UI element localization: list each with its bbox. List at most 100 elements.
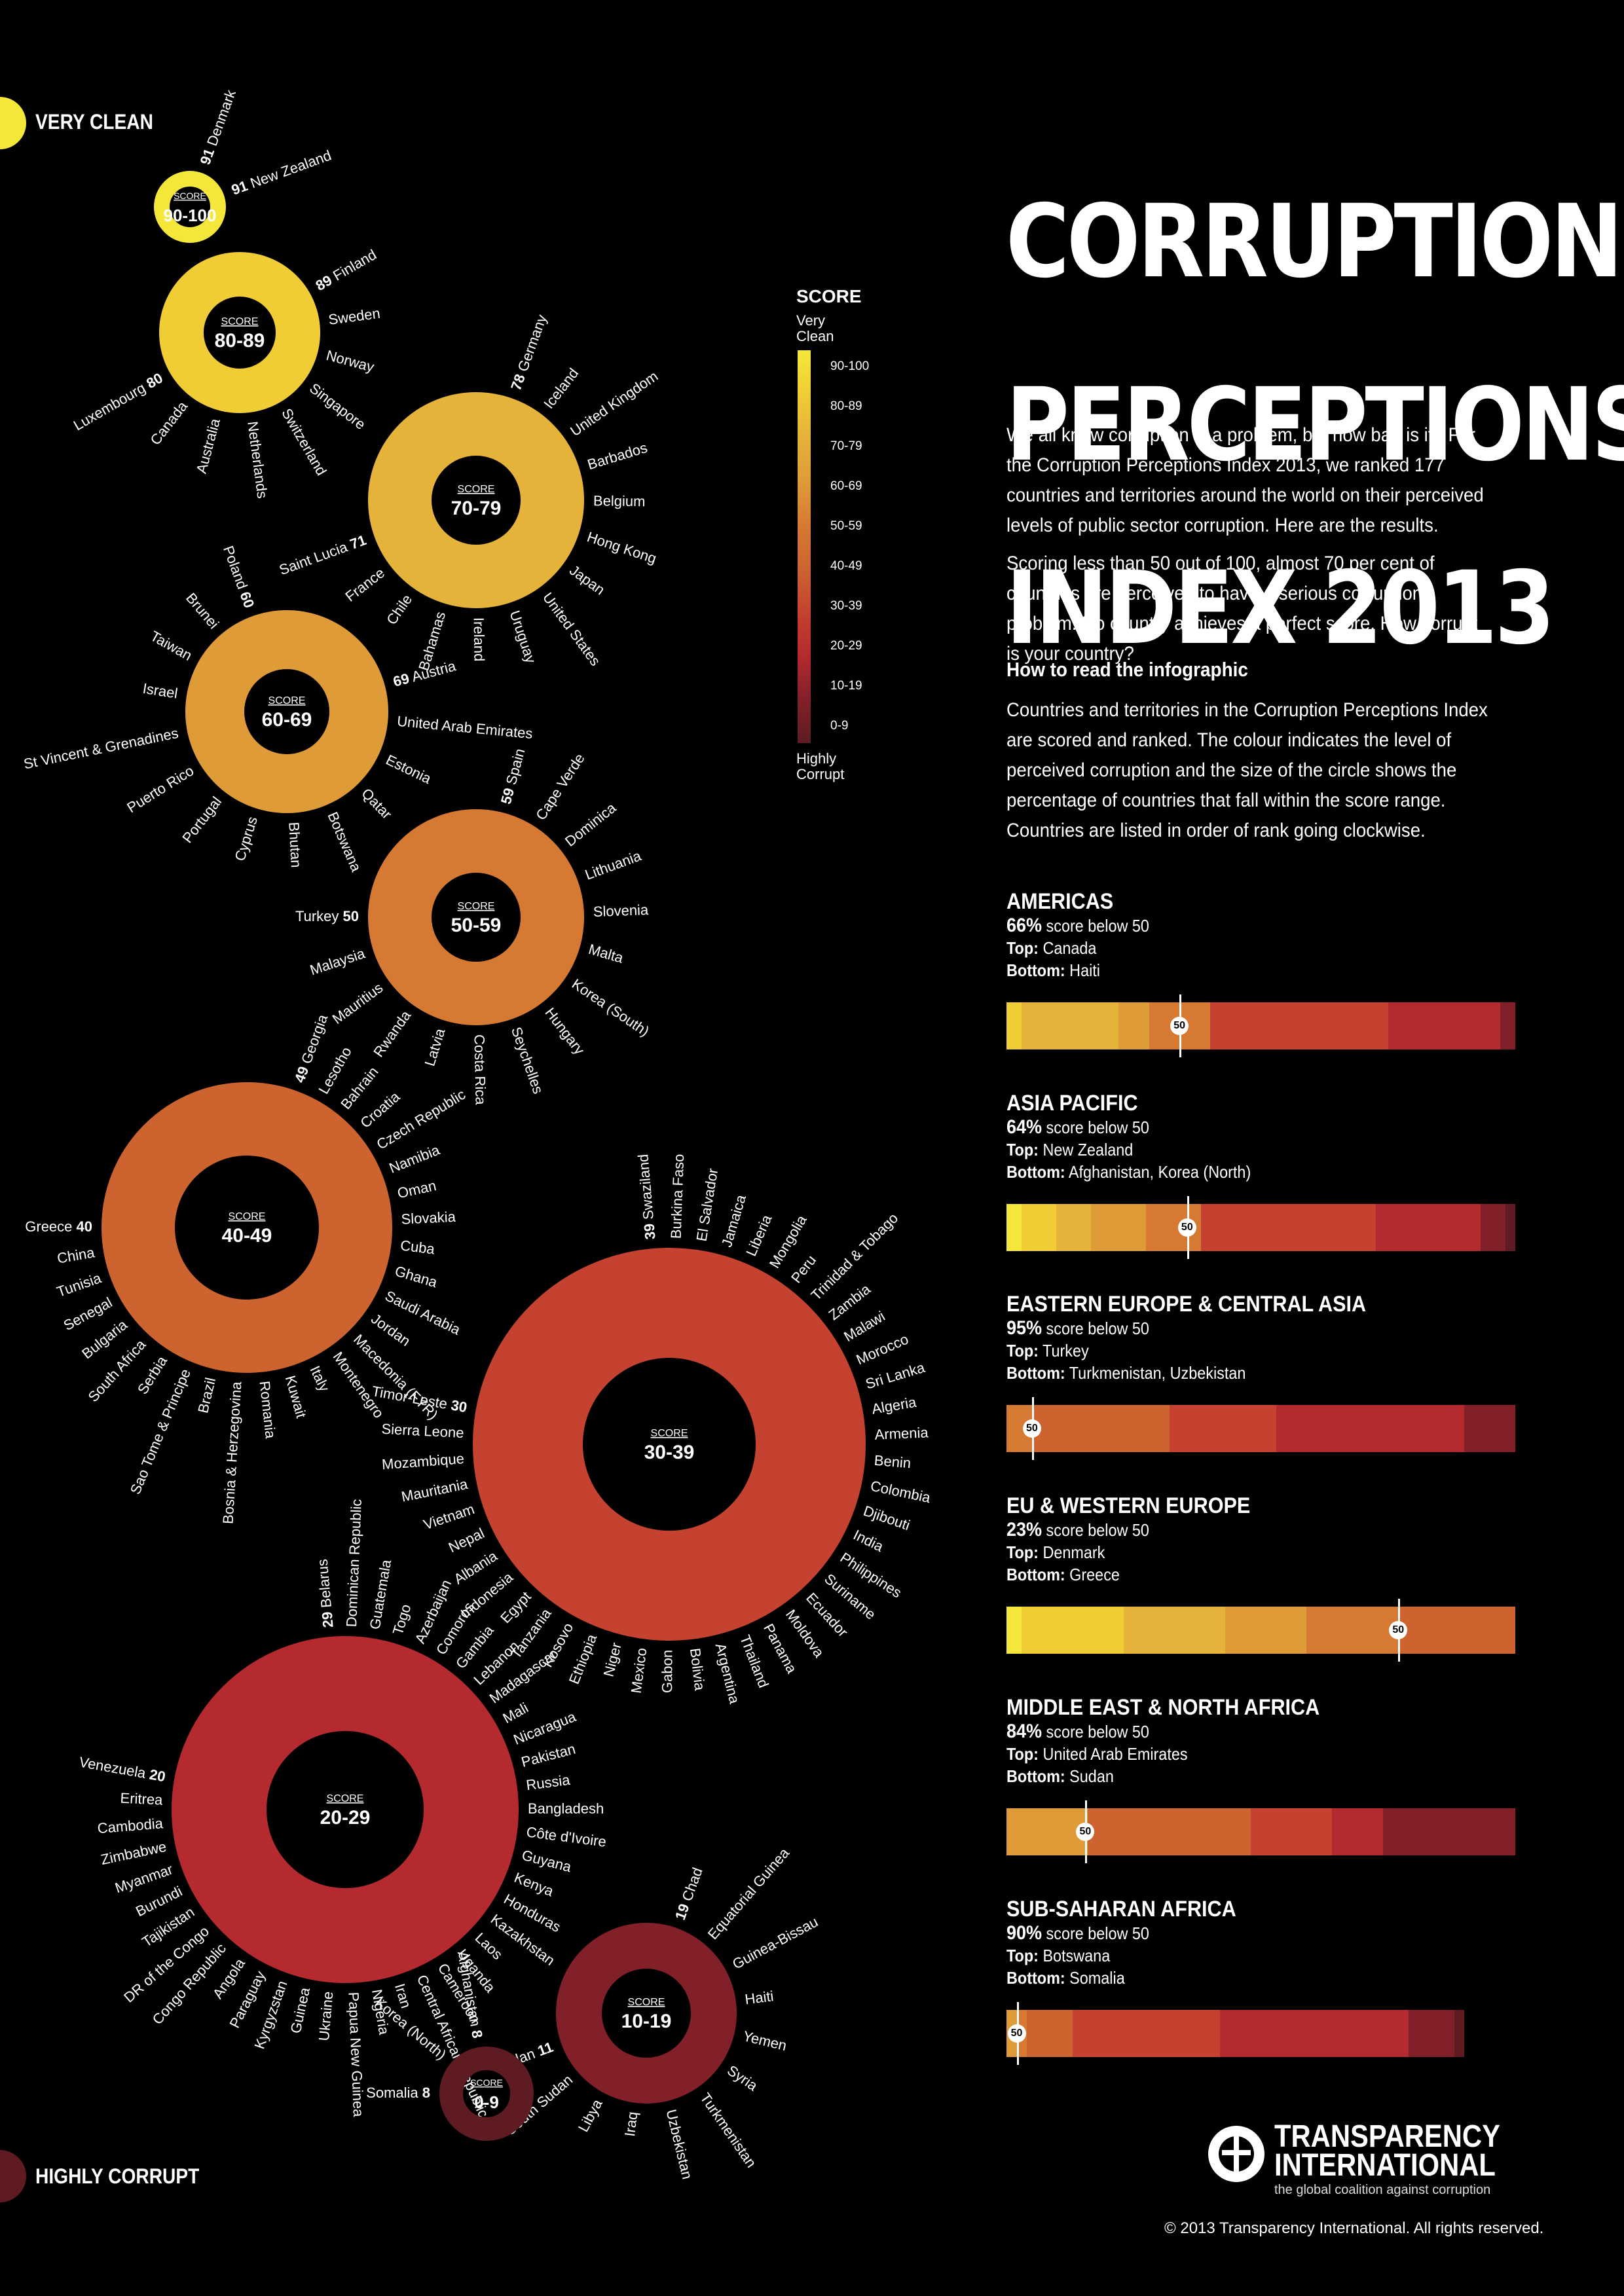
bar-segment bbox=[1091, 1204, 1147, 1251]
score-range-label: 0-9 bbox=[474, 2092, 499, 2112]
country-label: Taiwan bbox=[147, 628, 194, 664]
bar-segment bbox=[1006, 1607, 1022, 1654]
bar-segment bbox=[1480, 1204, 1505, 1251]
score-ring bbox=[556, 1923, 737, 2104]
country-label: Botswana bbox=[324, 809, 365, 874]
country-label: Brazil bbox=[194, 1376, 219, 1415]
country-label: Korea (South) bbox=[569, 975, 652, 1040]
intro-paragraph-2: Scoring less than 50 out of 100, almost … bbox=[1006, 553, 1478, 665]
country-label: Guatemala bbox=[367, 1558, 395, 1631]
region-top: Top: New Zealand bbox=[1006, 1140, 1134, 1159]
country-label: Cyprus bbox=[231, 814, 261, 863]
region-top: Top: Turkey bbox=[1006, 1341, 1089, 1360]
country-label: Bhutan bbox=[286, 822, 304, 868]
score-ring bbox=[159, 252, 320, 413]
bar-segment bbox=[1006, 1204, 1022, 1251]
country-label: Venezuela 20 bbox=[78, 1753, 167, 1785]
country-label: Malaysia bbox=[308, 945, 367, 978]
region-bottom: Bottom: Turkmenistan, Uzbekistan bbox=[1006, 1363, 1246, 1383]
logo-tagline: the global coalition against corruption bbox=[1274, 2183, 1491, 2197]
bar-segment bbox=[1022, 1002, 1118, 1049]
bar-segment bbox=[1118, 1002, 1149, 1049]
country-label: Puerto Rico bbox=[124, 762, 196, 816]
score-range-label: 90-100 bbox=[164, 206, 217, 225]
country-label: Bosnia & Herzegovina bbox=[219, 1381, 244, 1525]
region-percent: 66% score below 50 bbox=[1006, 915, 1149, 936]
legend-tick-label: 50-59 bbox=[830, 519, 862, 533]
score-circle: SCORE 80-89 89 Finland Sweden Norway Singapor… bbox=[71, 246, 381, 500]
score-range-label: 50-59 bbox=[451, 915, 502, 936]
country-label: United Kingdom bbox=[567, 368, 661, 440]
country-label: Armenia bbox=[874, 1424, 929, 1442]
bar-segment bbox=[1505, 1204, 1515, 1251]
region-name: AMERICAS bbox=[1006, 889, 1114, 914]
country-label: United States bbox=[540, 589, 604, 668]
region-percent: 23% score below 50 bbox=[1006, 1519, 1149, 1540]
copyright: © 2013 Transparency International. All r… bbox=[1164, 2219, 1544, 2237]
country-label: Mali bbox=[500, 1700, 531, 1727]
country-label: Turkey 50 bbox=[295, 908, 359, 924]
country-label: Namibia bbox=[387, 1141, 443, 1176]
legend-tick-label: 30-39 bbox=[830, 599, 862, 613]
country-label: Argentina bbox=[712, 1641, 743, 1705]
bar-segment bbox=[1388, 1002, 1500, 1049]
score-ring bbox=[368, 392, 584, 608]
country-label: Chile bbox=[383, 591, 415, 627]
score-ring bbox=[154, 171, 226, 243]
country-label: 89 Finland bbox=[313, 246, 379, 294]
country-label: Latvia bbox=[421, 1026, 448, 1068]
country-label: Hungary bbox=[542, 1004, 587, 1057]
score-ring bbox=[473, 1248, 866, 1641]
bar-segment bbox=[1209, 1002, 1388, 1049]
region-score-bar: 50 bbox=[1006, 994, 1515, 1057]
country-label: Sri Lanka bbox=[864, 1359, 927, 1393]
legend-top-label: Very Clean bbox=[796, 312, 834, 344]
country-label: Cuba bbox=[399, 1237, 436, 1257]
country-label: 39 Swaziland bbox=[635, 1154, 658, 1241]
ti-emblem-icon bbox=[1208, 2126, 1264, 2182]
transparency-international-logo: TRANSPARENCY INTERNATIONAL the global co… bbox=[1206, 2121, 1514, 2200]
region-top: Top: Canada bbox=[1006, 938, 1097, 958]
country-label: Sierra Leone bbox=[381, 1421, 464, 1441]
region-block: ASIA PACIFIC 64% score below 50 Top: New Z… bbox=[1006, 1090, 1517, 1183]
country-label: Peru bbox=[788, 1252, 819, 1286]
legend-tick-label: 70-79 bbox=[830, 439, 862, 453]
score-word: SCORE bbox=[458, 901, 495, 912]
country-label: Norway bbox=[325, 347, 377, 375]
score-word: SCORE bbox=[174, 191, 206, 201]
country-label: Poland 60 bbox=[220, 543, 257, 610]
country-label: Eritrea bbox=[120, 1790, 164, 1808]
score-ring bbox=[101, 1082, 392, 1373]
country-label: Algeria bbox=[870, 1394, 917, 1417]
country-label: Guinea-Bissau bbox=[729, 1914, 821, 1973]
country-label: 78 Germany bbox=[507, 312, 550, 392]
marker-label: 50 bbox=[1389, 1621, 1408, 1639]
legend-tick-label: 80-89 bbox=[830, 399, 862, 413]
country-label: Pakistan bbox=[519, 1741, 577, 1770]
country-label: Israel bbox=[141, 680, 179, 702]
score-ring bbox=[172, 1636, 519, 1983]
bar-segment bbox=[1022, 1607, 1124, 1654]
marker-label: 50 bbox=[1007, 2024, 1026, 2043]
country-label: Costa Rica bbox=[471, 1034, 489, 1106]
country-label: Papua New Guinea bbox=[345, 1992, 367, 2117]
country-label: Iraq bbox=[621, 2111, 641, 2138]
country-label: Dominica bbox=[562, 799, 619, 850]
country-label: Cambodia bbox=[97, 1815, 164, 1836]
marker-label: 50 bbox=[1022, 1419, 1041, 1438]
bar-segment bbox=[1382, 1808, 1515, 1855]
score-word: SCORE bbox=[327, 1793, 364, 1804]
legend-tick-label: 40-49 bbox=[830, 559, 862, 573]
country-label: India bbox=[851, 1527, 887, 1556]
region-block: EU & WESTERN EUROPE 23% score below 50 Top… bbox=[1006, 1493, 1517, 1586]
country-label: Egypt bbox=[497, 1588, 534, 1626]
region-block: AMERICAS 66% score below 50 Top: Canada Bot… bbox=[1006, 888, 1517, 981]
legend-bottom-label: Highly Corrupt bbox=[796, 750, 845, 782]
region-score-bar: 50 bbox=[1006, 1397, 1515, 1460]
country-label: Sweden bbox=[327, 305, 381, 328]
bar-segment bbox=[1056, 1204, 1092, 1251]
region-score-bar: 50 bbox=[1006, 1599, 1515, 1662]
country-label: Djibouti bbox=[861, 1503, 912, 1534]
